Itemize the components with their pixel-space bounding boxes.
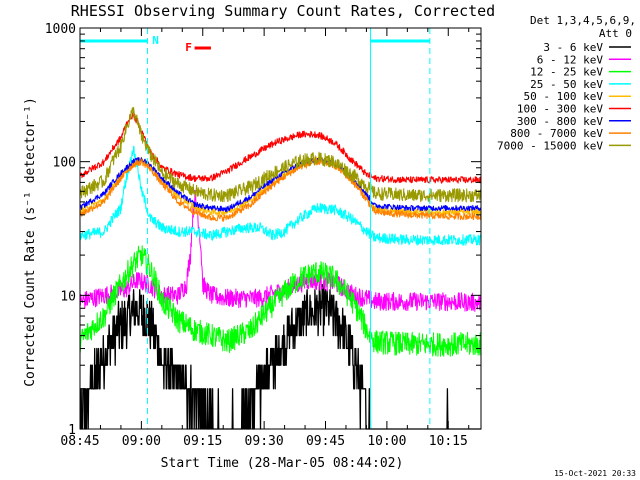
legend-entry-5: 50 - 100 keV bbox=[524, 90, 604, 103]
y-tick-label-4: 1000 bbox=[45, 22, 76, 37]
series-line-9 bbox=[79, 106, 482, 203]
legend-entry-8: 800 - 7000 keV bbox=[510, 127, 603, 140]
legend-detectors: Det 1,3,4,5,6,9, bbox=[530, 14, 636, 27]
night-label: N bbox=[152, 34, 159, 47]
flare-label: F bbox=[185, 41, 192, 54]
y-tick-label-3: 100 bbox=[53, 156, 76, 171]
x-tick-label-6: 10:00 bbox=[367, 434, 406, 449]
legend-entry-9: 7000 - 15000 keV bbox=[497, 139, 603, 152]
chart-title: RHESSI Observing Summary Count Rates, Co… bbox=[71, 2, 495, 20]
series-line-6 bbox=[79, 111, 482, 184]
legend-entry-6: 100 - 300 keV bbox=[517, 103, 603, 116]
x-tick-label-4: 09:30 bbox=[245, 434, 284, 449]
y-axis-label: Corrected Count Rate (s⁻¹ detector⁻¹) bbox=[23, 97, 38, 387]
series-line-8 bbox=[79, 158, 482, 222]
series-line-4 bbox=[79, 145, 482, 246]
legend-attenuator: Att 0 bbox=[599, 27, 632, 40]
x-tick-label-2: 09:00 bbox=[122, 434, 161, 449]
plot-area: NF bbox=[79, 28, 482, 430]
x-tick-label-7: 10:15 bbox=[429, 434, 468, 449]
x-axis-label: Start Time (28-Mar-05 08:44:02) bbox=[161, 456, 404, 471]
x-tick-label-5: 09:45 bbox=[306, 434, 345, 449]
series-line-1 bbox=[79, 284, 482, 430]
legend-header: Det 1,3,4,5,6,9, Att 0 bbox=[530, 14, 636, 40]
x-ticks: 08:45 09:00 09:15 09:30 09:45 10:00 10:15 bbox=[60, 28, 470, 449]
plot-frame bbox=[79, 27, 482, 430]
y-tick-label-2: 10 bbox=[60, 289, 76, 304]
legend-entry-2: 6 - 12 keV bbox=[537, 53, 604, 66]
x-tick-label-1: 08:45 bbox=[60, 434, 99, 449]
timestamp: 15-Oct-2021 20:33 bbox=[554, 469, 636, 478]
legend-entry-3: 12 - 25 keV bbox=[530, 66, 603, 79]
y-tick-label-1: 1 bbox=[68, 423, 76, 438]
legend-entry-1: 3 - 6 keV bbox=[543, 41, 603, 54]
series-line-3 bbox=[79, 245, 482, 357]
x-tick-label-3: 09:15 bbox=[183, 434, 222, 449]
legend-entry-7: 300 - 800 keV bbox=[517, 115, 603, 128]
legend-entry-4: 25 - 50 keV bbox=[530, 78, 603, 91]
